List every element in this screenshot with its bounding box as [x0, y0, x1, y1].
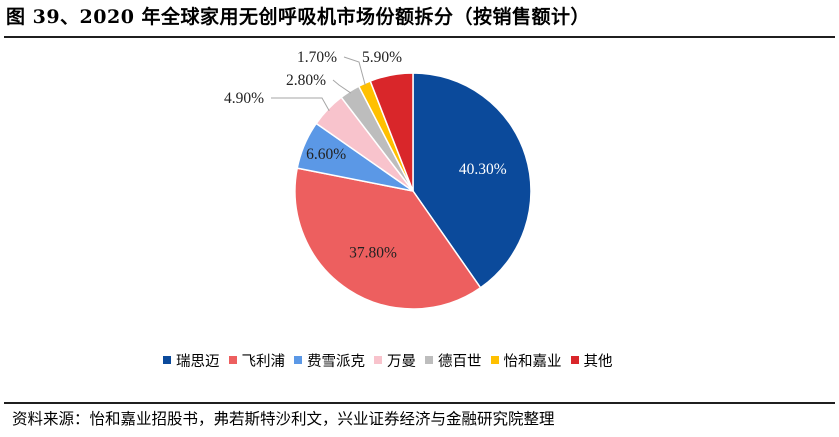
leader-lines: [271, 56, 366, 112]
legend-item-4: 德百世: [425, 350, 482, 371]
slice-label-1: 37.80%: [349, 244, 397, 261]
slice-label-2: 6.60%: [306, 146, 346, 163]
legend-item-6: 其他: [570, 350, 613, 371]
legend-swatch: [228, 356, 237, 364]
legend-swatch: [163, 356, 171, 364]
title-rule: [4, 36, 835, 38]
slice-label-3: 4.90%: [224, 90, 264, 107]
leader-line-3: [271, 97, 330, 112]
legend-item-1: 飞利浦: [228, 350, 286, 371]
leader-line-4: [332, 79, 352, 94]
chart-legend: 瑞思迈 飞利浦 费雪派克 万曼 德百世 怡和嘉业 其他: [163, 347, 622, 373]
leader-line-5: [343, 56, 366, 86]
slice-label-6: 5.90%: [362, 49, 402, 66]
legend-label: 瑞思迈: [176, 353, 220, 370]
pie-slice-1: [294, 167, 482, 310]
pie-slice-0: [412, 72, 532, 289]
legend-item-3: 万曼: [374, 350, 416, 371]
slice-label-4: 2.80%: [286, 72, 326, 89]
legend-item-5: 怡和嘉业: [490, 350, 562, 371]
source-note: 资料来源：怡和嘉业招股书，弗若斯特沙利文，兴业证券经济与金融研究院整理: [12, 410, 555, 428]
pie-slice-6: [369, 72, 414, 192]
legend-label: 怡和嘉业: [503, 353, 562, 370]
legend-swatch: [374, 356, 382, 364]
legend-item-0: 瑞思迈: [163, 350, 220, 371]
legend-swatch: [570, 356, 579, 364]
legend-swatch: [490, 356, 499, 364]
legend-label: 飞利浦: [241, 353, 286, 370]
slice-label-5: 1.70%: [297, 49, 337, 66]
legend-item-2: 费雪派克: [294, 350, 365, 371]
slice-labels: 40.30% 37.80% 6.60% 4.90% 2.80% 1.70% 5.90%: [224, 49, 507, 261]
legend-label: 德百世: [438, 353, 482, 370]
source-rule: [4, 402, 835, 404]
chart-title: 图 39、2020 年全球家用无创呼吸机市场份额拆分（按销售额计）: [6, 6, 591, 28]
pie-slices: [294, 72, 532, 310]
legend-label: 费雪派克: [307, 353, 365, 370]
legend-swatch: [294, 356, 302, 364]
slice-label-0: 40.30%: [459, 161, 507, 178]
legend-swatch: [425, 356, 433, 364]
legend-label: 万曼: [387, 353, 416, 370]
legend-label: 其他: [583, 353, 613, 370]
